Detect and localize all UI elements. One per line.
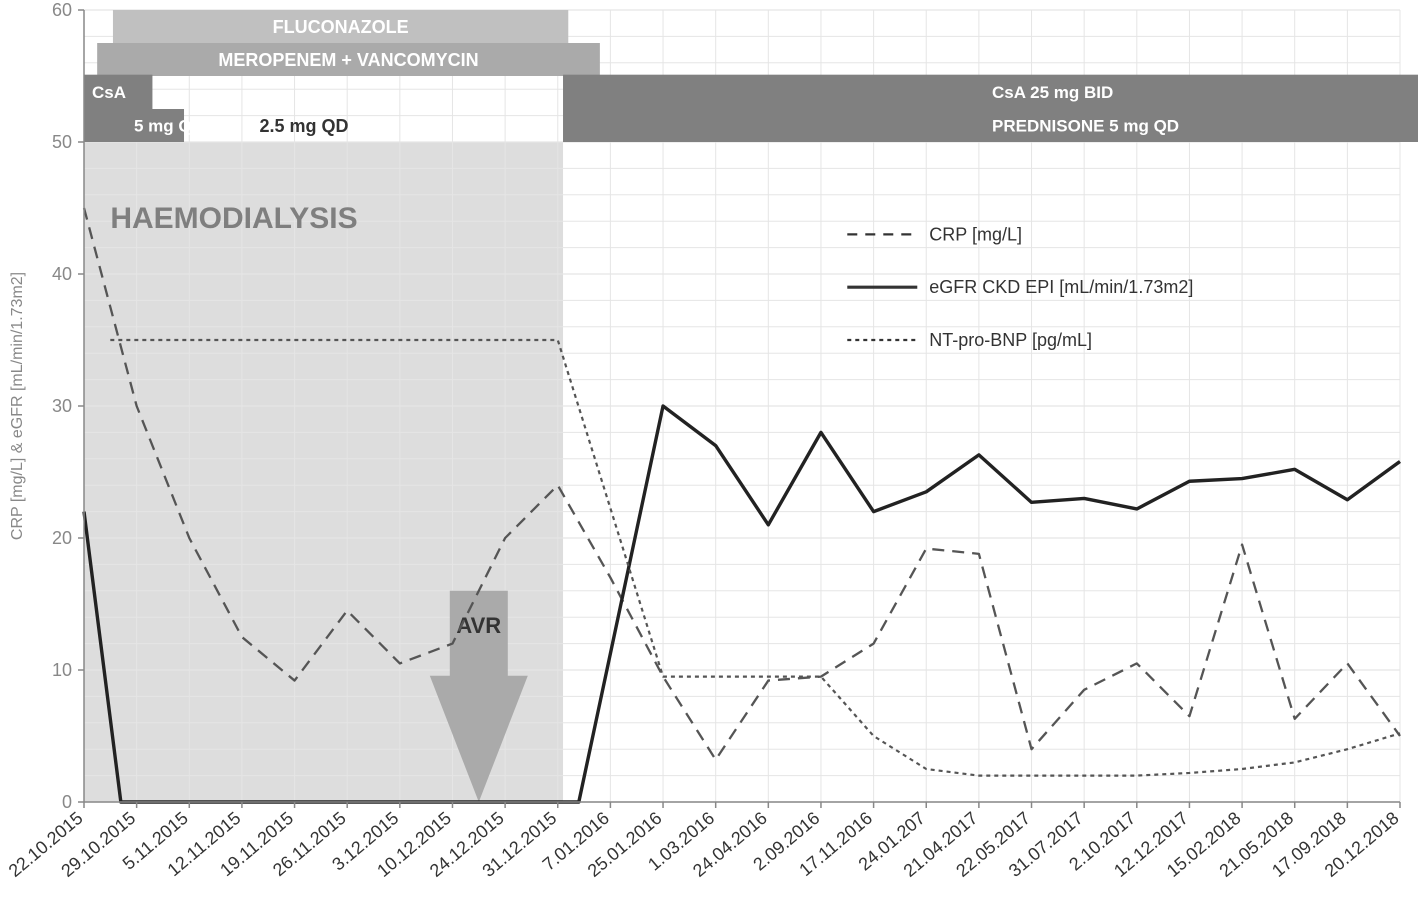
ytick-label: 60 <box>52 0 72 20</box>
treatment-bar-label: PREDNISONE 5 mg QD <box>992 116 1179 135</box>
treatment-bar-label: FLUCONAZOLE <box>273 17 409 37</box>
ytick-label: 10 <box>52 660 72 680</box>
ytick-label: 40 <box>52 264 72 284</box>
treatment-bar-label: MEROPENEM + VANCOMYCIN <box>218 50 478 70</box>
y-axis-label: CRP [mg/L] & eGFR [mL/min/1.73m2] <box>9 272 26 540</box>
legend-label: eGFR CKD EPI [mL/min/1.73m2] <box>929 277 1193 297</box>
chart-svg: FLUCONAZOLE MEROPENEM + VANCOMYCIN CsA CsA … <box>0 0 1418 912</box>
clinical-timeline-chart: FLUCONAZOLE MEROPENEM + VANCOMYCIN CsA CsA … <box>0 0 1418 912</box>
ytick-label: 20 <box>52 528 72 548</box>
treatment-bar-label: CsA <box>92 83 126 102</box>
treatment-bar-label: 2.5 mg QD <box>260 116 349 136</box>
treatment-bar <box>563 75 1418 109</box>
treatment-bar <box>563 109 1418 142</box>
ytick-label: 0 <box>62 792 72 812</box>
ytick-label: 50 <box>52 132 72 152</box>
treatment-bar-label: 5 mg QD <box>134 116 204 135</box>
haemodialysis-label: HAEMODIALYSIS <box>110 202 357 235</box>
legend-label: CRP [mg/L] <box>929 224 1022 244</box>
legend-label: NT-pro-BNP [pg/mL] <box>929 330 1092 350</box>
ytick-label: 30 <box>52 396 72 416</box>
avr-arrow-label: AVR <box>456 613 501 638</box>
treatment-bar-label: CsA 25 mg BID <box>992 83 1113 102</box>
